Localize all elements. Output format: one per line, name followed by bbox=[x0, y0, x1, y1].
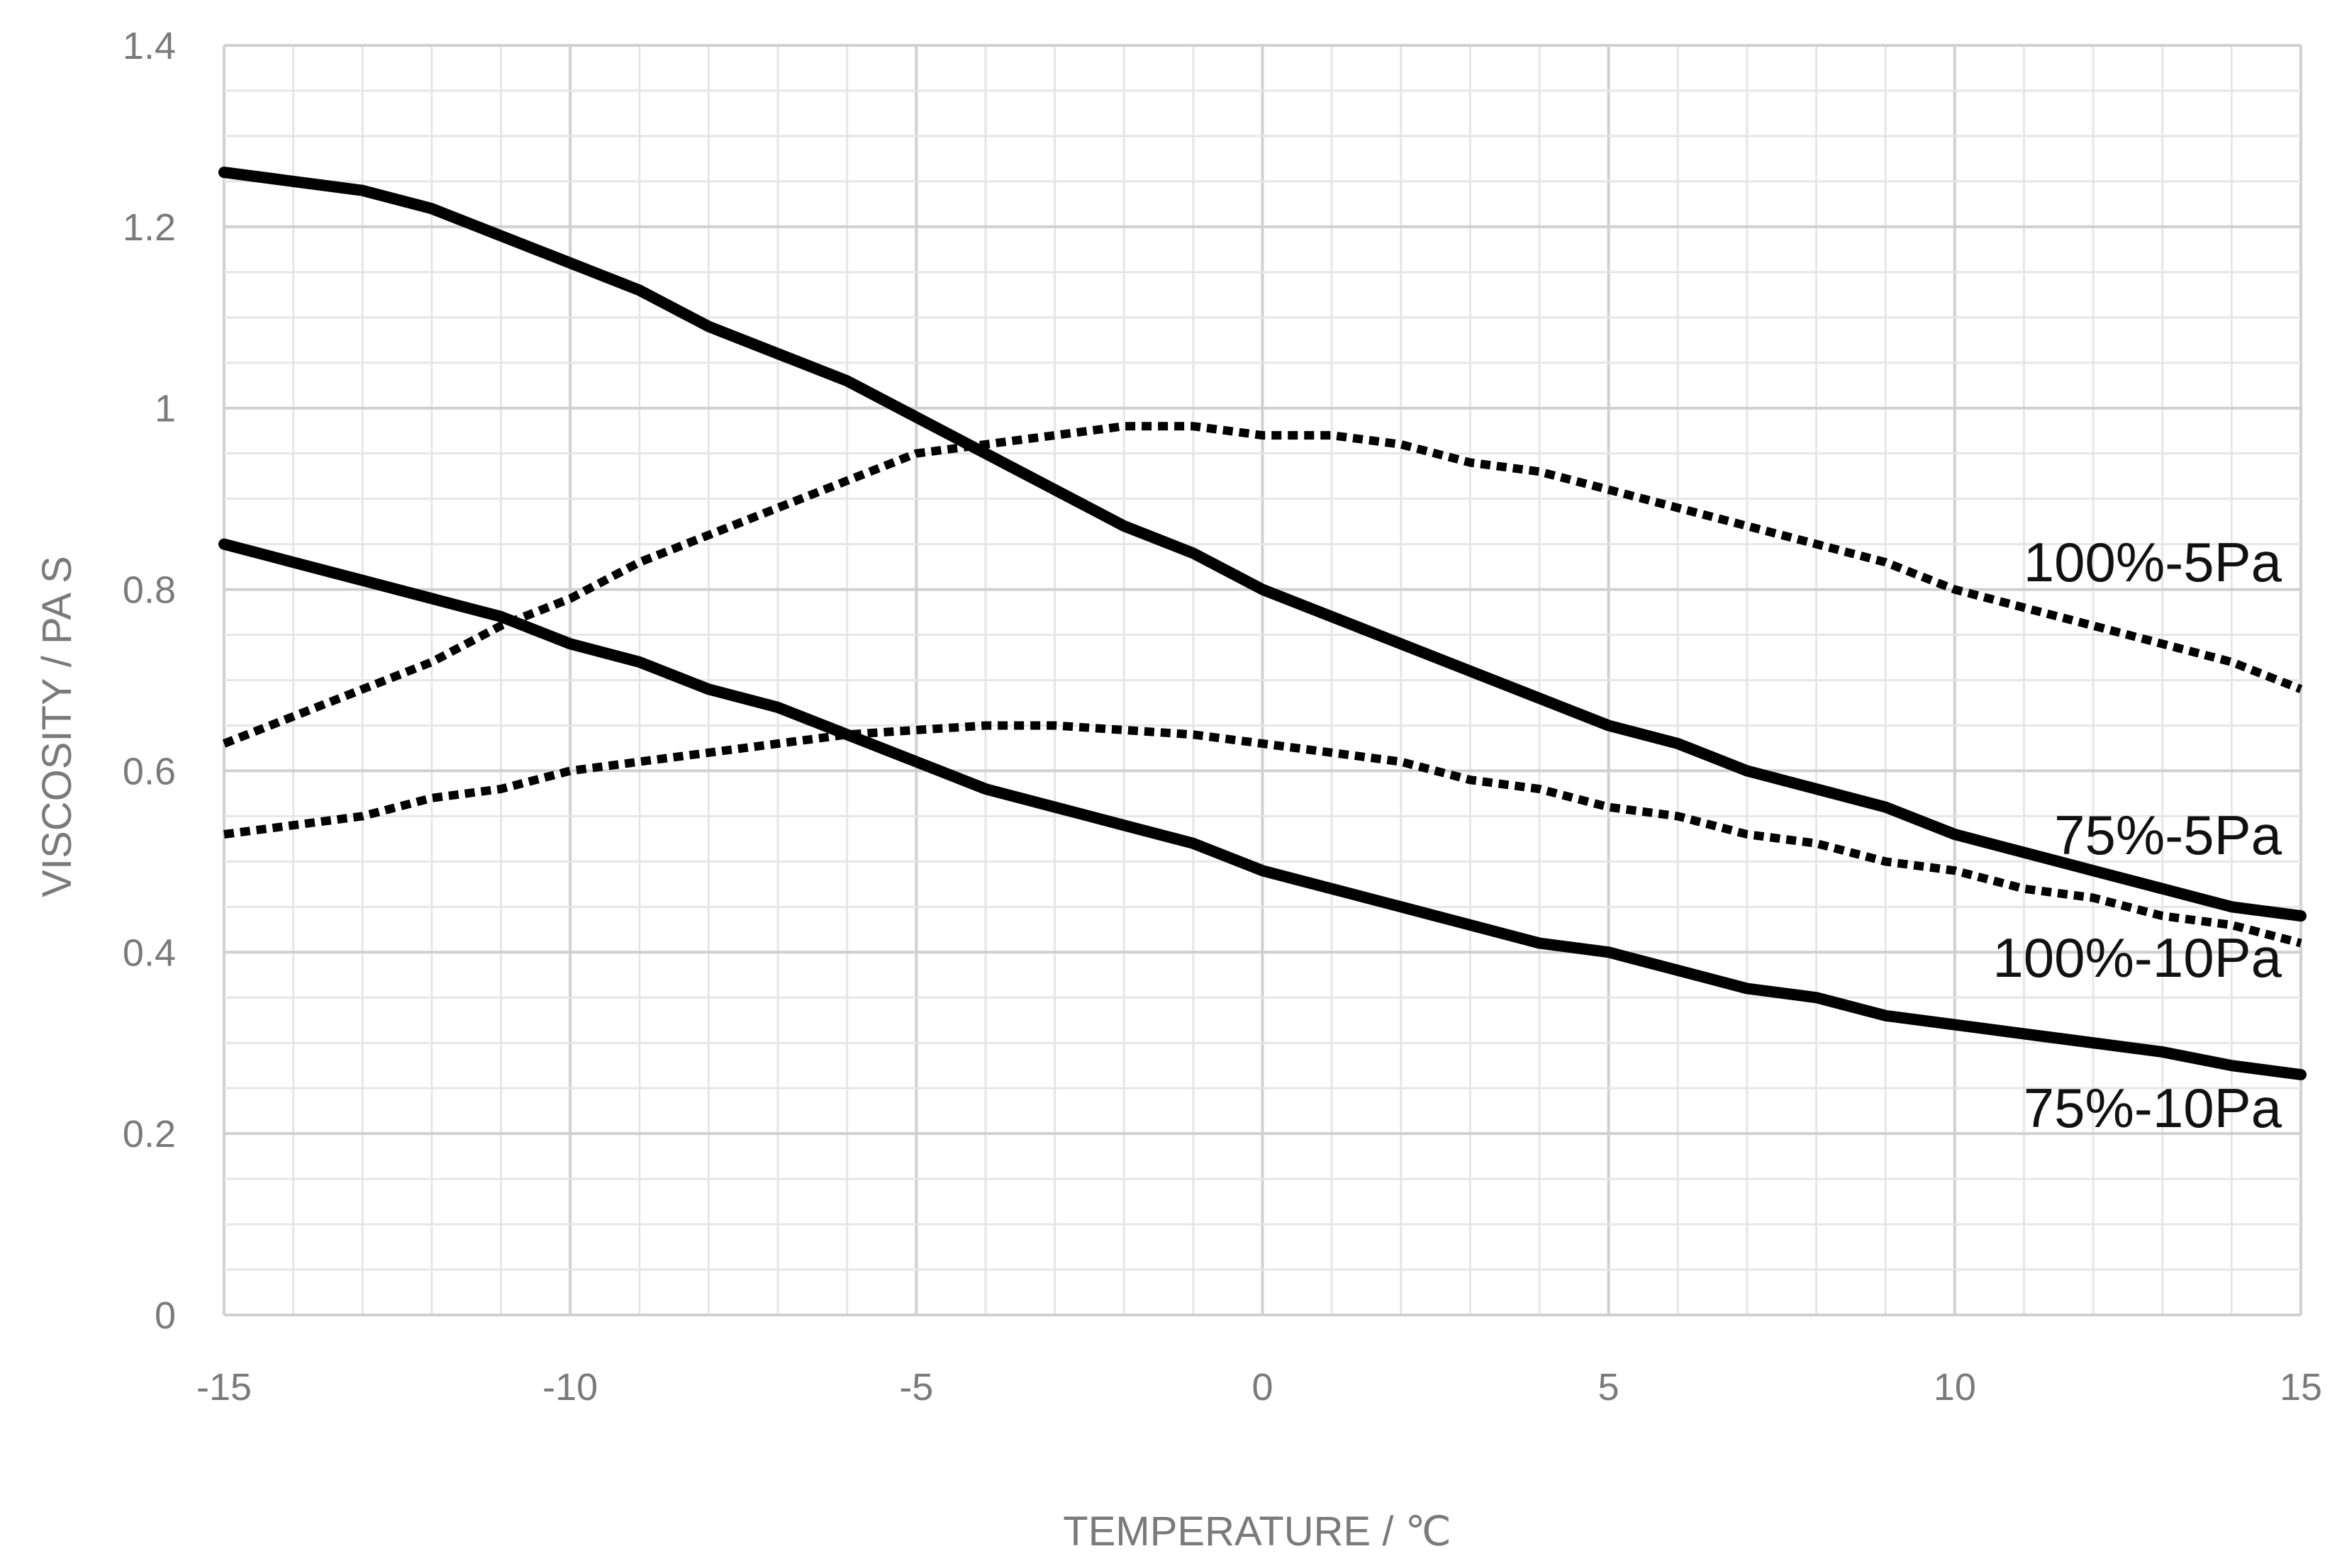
series-label-100-5pa: 100%-5Pa bbox=[2024, 531, 2282, 593]
y-tick-label: 0.4 bbox=[123, 931, 176, 974]
series-line-75-5pa bbox=[218, 167, 2307, 922]
series-label-100-10pa: 100%-10Pa bbox=[1992, 926, 2282, 989]
series-layer bbox=[218, 167, 2307, 1080]
x-tick-label: -10 bbox=[542, 1366, 598, 1409]
y-tick-label: 1.4 bbox=[123, 25, 176, 67]
x-tick-label: 10 bbox=[1934, 1366, 1976, 1409]
y-tick-label: 0.2 bbox=[123, 1113, 176, 1155]
x-tick-label: 15 bbox=[2280, 1366, 2322, 1409]
y-tick-label: 1 bbox=[155, 388, 176, 430]
series-line-100-5pa bbox=[222, 422, 2303, 748]
y-axis-ticks: 0 0.2 0.4 0.6 0.8 1 1.2 1.4 bbox=[123, 25, 176, 1337]
grid bbox=[223, 44, 2302, 1316]
x-axis-ticks: -15 -10 -5 0 5 10 15 bbox=[196, 1366, 2322, 1409]
series-line-100-10pa bbox=[223, 721, 2302, 948]
x-tick-label: 0 bbox=[1251, 1366, 1273, 1409]
y-tick-label: 0.8 bbox=[123, 569, 176, 612]
series-label-75-5pa: 75%-5Pa bbox=[2054, 804, 2282, 866]
y-tick-label: 0.6 bbox=[123, 750, 176, 793]
series-label-75-10pa: 75%-10Pa bbox=[2024, 1077, 2282, 1139]
series-labels: 100%-5Pa 75%-5Pa 100%-10Pa 75%-10Pa bbox=[1992, 531, 2282, 1139]
y-tick-label: 1.2 bbox=[123, 206, 176, 249]
y-tick-label: 0 bbox=[155, 1294, 176, 1337]
series-line-75-10pa bbox=[218, 538, 2307, 1080]
x-tick-label: -15 bbox=[196, 1366, 252, 1409]
y-axis-title: VISCOSITY / PA S bbox=[34, 556, 80, 897]
x-tick-label: -5 bbox=[899, 1366, 933, 1409]
x-tick-label: 5 bbox=[1598, 1366, 1619, 1409]
x-axis-title: TEMPERATURE / ℃ bbox=[1063, 1508, 1451, 1555]
